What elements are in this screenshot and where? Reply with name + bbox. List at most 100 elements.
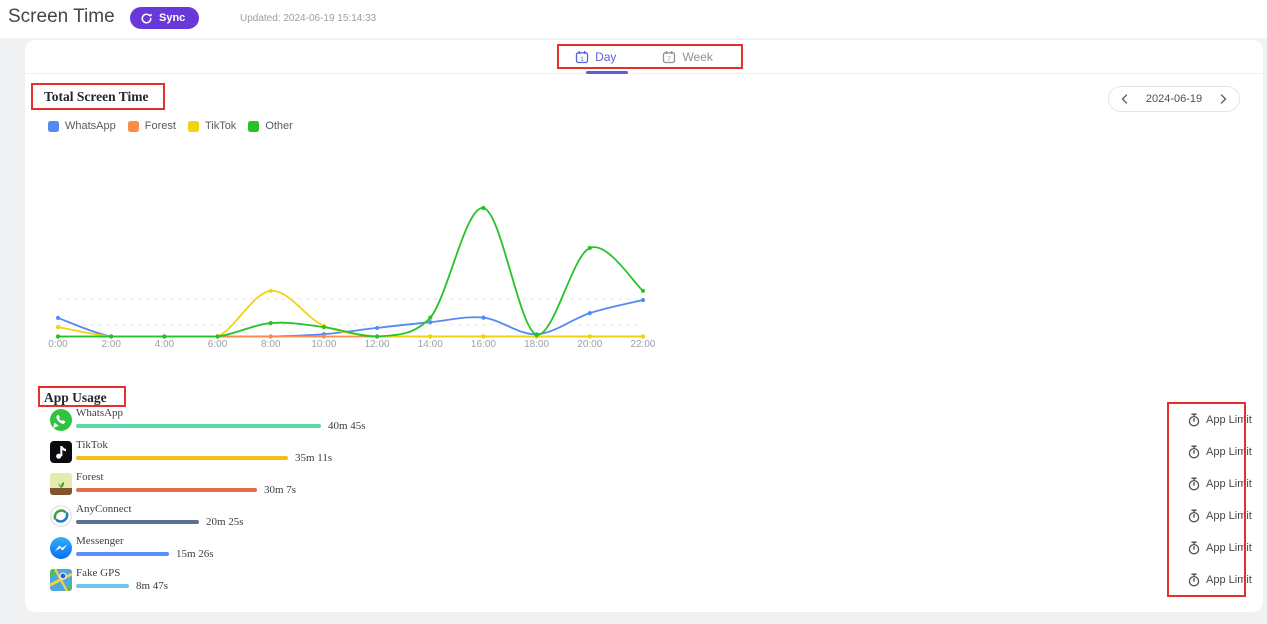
refresh-icon [140, 12, 153, 25]
forest-icon [50, 473, 72, 495]
usage-bar-forest [76, 488, 257, 492]
usage-bar-anyconnect [76, 520, 199, 524]
chevron-left-icon [1121, 94, 1128, 104]
data-point-other [55, 334, 61, 339]
stopwatch-icon [1187, 541, 1201, 555]
legend-label: Forest [144, 120, 176, 132]
data-point-forest [321, 334, 326, 339]
usage-time-tiktok: 35m 11s [295, 452, 333, 464]
page-title: Screen Time [8, 6, 115, 27]
app-name-forest: Forest [76, 471, 104, 483]
usage-time-forest: 30m 7s [264, 484, 297, 496]
tab-week-label: Week [682, 49, 713, 64]
data-point-other [587, 245, 592, 251]
tab-day[interactable]: 1 Day [569, 49, 622, 65]
data-point-other [640, 288, 646, 293]
app-limit-label: App Limit [1206, 414, 1252, 426]
fakegps-icon [49, 568, 73, 592]
app-limit-button-fake-gps[interactable]: App Limit [1181, 571, 1258, 589]
usage-time-whatsapp: 40m 45s [328, 420, 366, 432]
app-name-whatsapp: WhatsApp [76, 407, 124, 419]
legend-item-forest[interactable]: Forest [127, 120, 176, 132]
usage-bar-tiktok [76, 456, 288, 460]
usage-time-anyconnect: 20m 25s [206, 516, 244, 528]
data-point-other [428, 315, 433, 320]
date-navigator: 2024-06-19 [1108, 86, 1240, 112]
data-point-whatsapp [587, 310, 592, 316]
data-point-other [534, 332, 539, 338]
legend-item-whatsapp[interactable]: WhatsApp [48, 120, 116, 132]
legend-swatch [127, 120, 139, 132]
active-tab-underline [586, 71, 628, 74]
week-calendar-icon: 7 [662, 50, 676, 64]
x-axis-tick-label: 22:00 [630, 339, 655, 350]
svg-text:1: 1 [580, 56, 584, 63]
series-line-whatsapp [57, 299, 644, 338]
whatsapp-icon [50, 409, 72, 431]
app-name-fake-gps: Fake GPS [76, 567, 121, 579]
anyconnect-icon [50, 505, 72, 527]
screen-time-line-chart: 0:00 2:00 4:00 6:00 8:00 10:00 12:00 14:00 16:00… [48, 205, 656, 350]
sync-button[interactable]: Sync [130, 7, 200, 29]
x-axis-tick-label: 14:00 [418, 339, 443, 350]
data-point-tiktok [587, 334, 592, 339]
day-calendar-icon: 1 [575, 50, 589, 64]
usage-time-fake-gps: 8m 47s [136, 580, 169, 592]
legend-swatch [48, 120, 59, 132]
chart-legend: WhatsApp Forest TikTok Other [48, 120, 293, 132]
legend-swatch [187, 120, 199, 132]
current-date: 2024-06-19 [1145, 93, 1203, 105]
usage-bar-messenger [76, 552, 169, 556]
top-bar: Screen Time Sync Updated: 2024-06-19 15:… [0, 0, 1267, 38]
x-axis-tick-label: 18:00 [524, 339, 549, 350]
usage-time-messenger: 15m 26s [176, 548, 214, 560]
x-axis-tick-label: 2:00 [101, 339, 121, 350]
app-limit-button-forest[interactable]: App Limit [1181, 475, 1258, 493]
app-limit-label: App Limit [1206, 542, 1252, 554]
app-name-messenger: Messenger [76, 535, 124, 547]
tab-day-label: Day [595, 49, 617, 64]
app-limit-label: App Limit [1206, 478, 1252, 490]
data-point-whatsapp [481, 315, 486, 320]
data-point-forest [268, 334, 273, 339]
app-limit-button-anyconnect[interactable]: App Limit [1181, 507, 1258, 525]
app-limit-label: App Limit [1206, 574, 1252, 586]
stopwatch-icon [1187, 413, 1201, 427]
data-point-other [374, 334, 380, 339]
updated-timestamp: Updated: 2024-06-19 15:14:33 [240, 13, 377, 24]
x-axis-tick-label: 16:00 [471, 339, 496, 350]
tab-bar: 1 Day 7 Week [25, 40, 1263, 74]
usage-bar-whatsapp [76, 424, 321, 428]
stopwatch-icon [1187, 477, 1201, 491]
app-limit-button-tiktok[interactable]: App Limit [1181, 443, 1258, 461]
app-name-tiktok: TikTok [76, 439, 108, 451]
chevron-right-icon [1220, 94, 1227, 104]
stopwatch-icon [1187, 509, 1201, 523]
legend-item-other[interactable]: Other [248, 120, 293, 132]
x-axis-tick-label: 4:00 [155, 339, 175, 350]
data-point-other [268, 320, 273, 326]
data-point-tiktok [481, 334, 486, 339]
legend-label: WhatsApp [65, 120, 116, 132]
app-limit-label: App Limit [1206, 446, 1252, 458]
next-date-button[interactable] [1220, 94, 1227, 104]
messenger-icon [50, 537, 72, 559]
legend-item-tiktok[interactable]: TikTok [187, 120, 236, 132]
data-point-tiktok [55, 324, 61, 330]
usage-bar-fake-gps [76, 584, 129, 588]
app-limit-button-whatsapp[interactable]: App Limit [1181, 411, 1258, 429]
app-limit-button-messenger[interactable]: App Limit [1181, 539, 1258, 557]
prev-date-button[interactable] [1121, 94, 1128, 104]
tiktok-icon [50, 441, 72, 463]
data-point-tiktok [640, 334, 646, 339]
legend-swatch [248, 120, 260, 132]
data-point-other [109, 334, 114, 339]
x-axis-tick-label: 20:00 [577, 339, 602, 350]
data-point-whatsapp [640, 297, 646, 303]
tab-week[interactable]: 7 Week [656, 49, 718, 65]
data-point-tiktok [268, 288, 273, 293]
x-axis-tick-label: 10:00 [311, 339, 336, 350]
data-point-whatsapp [55, 315, 61, 321]
data-point-whatsapp [374, 325, 380, 331]
